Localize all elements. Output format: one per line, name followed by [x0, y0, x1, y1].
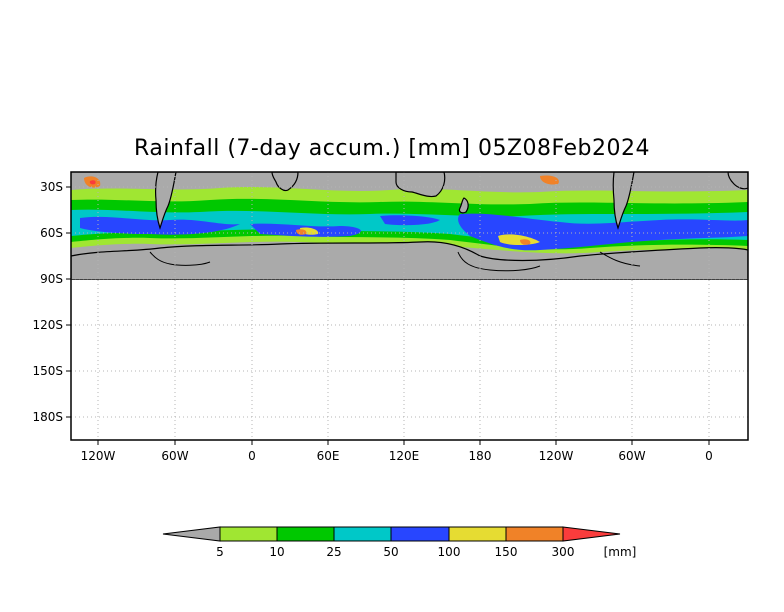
colorbar-tick-label: 5: [216, 545, 224, 559]
grid-lines: [71, 172, 748, 440]
colorbar-arrow-low: [162, 526, 221, 542]
colorbar-tick-label: 150: [495, 545, 518, 559]
colorbar-swatch: [390, 526, 450, 542]
lat-label: 90S: [40, 272, 63, 286]
africa-right: [727, 172, 748, 190]
colorbar-tick-label: 100: [438, 545, 461, 559]
colorbar-swatch: [219, 526, 278, 542]
colorbar-unit: [mm]: [604, 545, 637, 559]
lon-axis: 120W 60W 0 60E 120E 180 120W 60W 0: [81, 440, 713, 463]
rainfall-field: [71, 172, 748, 280]
lon-label: 60W: [161, 449, 188, 463]
antarctica: [71, 241, 748, 280]
colorbar-tick-label: 10: [269, 545, 284, 559]
lon-label: 120W: [539, 449, 574, 463]
lon-label: 60W: [618, 449, 645, 463]
colorbar-tick-label: 25: [326, 545, 341, 559]
lon-label: 60E: [317, 449, 340, 463]
lon-label: 0: [705, 449, 713, 463]
lat-label: 150S: [32, 364, 63, 378]
map-frame: [70, 171, 749, 441]
australia: [395, 172, 446, 198]
lon-label: 180: [469, 449, 492, 463]
lon-label: 120W: [81, 449, 116, 463]
map-title: Rainfall (7-day accum.) [mm] 05Z08Feb202…: [134, 136, 650, 161]
lat-axis: 30S 60S 90S 120S 150S 180S: [32, 180, 71, 424]
colorbar-swatch: [333, 526, 392, 542]
lat-label: 120S: [32, 318, 63, 332]
colorbar-labels: 5 10 25 50 100 150 300 [mm]: [216, 545, 636, 559]
africa-left: [271, 172, 299, 192]
lon-label: 0: [248, 449, 256, 463]
colorbar-swatch: [276, 526, 335, 542]
south-america-right: [612, 172, 635, 230]
lat-label: 60S: [40, 226, 63, 240]
colorbar-swatch: [505, 526, 564, 542]
south-america-left: [155, 172, 177, 230]
colorbar-tick-label: 300: [552, 545, 575, 559]
colorbar: [162, 526, 621, 542]
new-zealand: [458, 197, 469, 214]
colorbar-swatch: [448, 526, 507, 542]
colorbar-tick-label: 50: [383, 545, 398, 559]
colorbar-arrow-high: [562, 526, 621, 542]
lat-label: 180S: [32, 410, 63, 424]
lat-label: 30S: [40, 180, 63, 194]
lon-label: 120E: [389, 449, 420, 463]
rain-band-red: [89, 180, 96, 185]
